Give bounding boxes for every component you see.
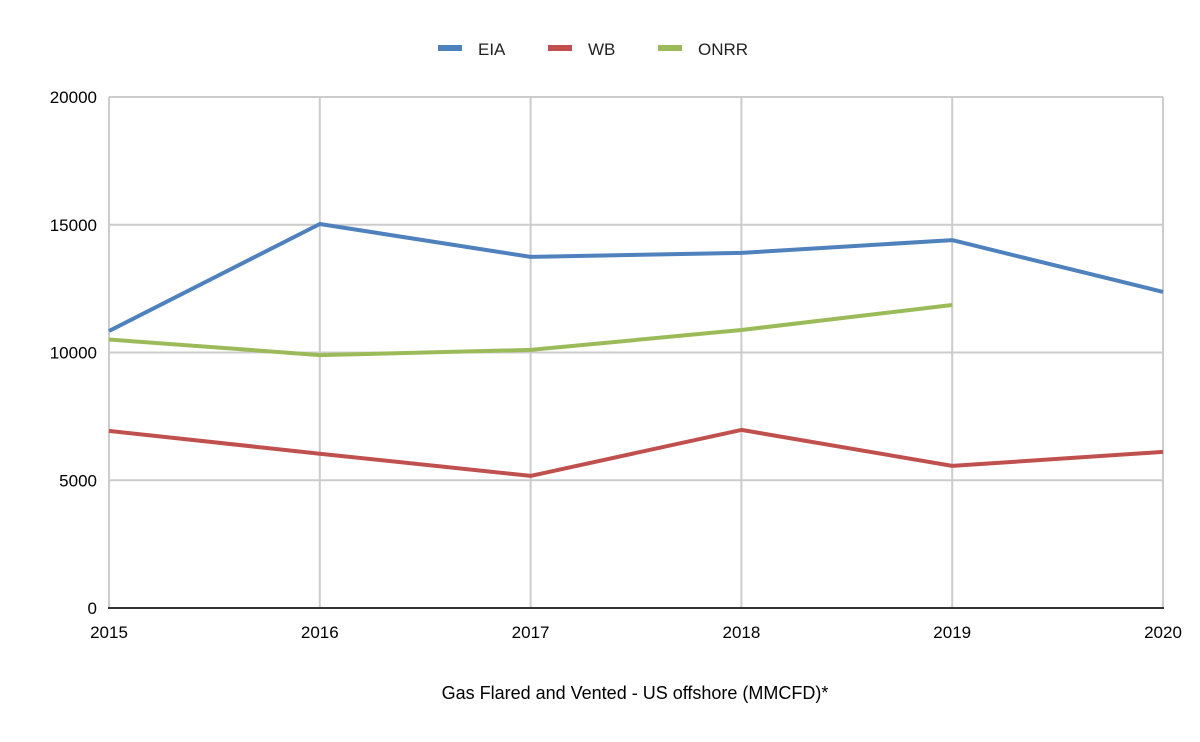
x-tick-label: 2016 bbox=[301, 623, 339, 642]
y-tick-label: 5000 bbox=[59, 471, 97, 490]
legend-swatch bbox=[548, 45, 572, 51]
y-tick-label: 10000 bbox=[50, 344, 97, 363]
x-tick-label: 2020 bbox=[1144, 623, 1182, 642]
x-tick-label: 2018 bbox=[722, 623, 760, 642]
legend-item-onrr: ONRR bbox=[658, 40, 748, 59]
legend-label: WB bbox=[588, 40, 615, 59]
x-tick-label: 2015 bbox=[90, 623, 128, 642]
legend-label: EIA bbox=[478, 40, 506, 59]
series-lines bbox=[108, 222, 1164, 478]
y-tick-label: 0 bbox=[88, 599, 97, 618]
legend: EIA WB ONRR bbox=[438, 40, 748, 59]
legend-item-eia: EIA bbox=[438, 40, 506, 59]
legend-label: ONRR bbox=[698, 40, 748, 59]
series-line-eia bbox=[108, 222, 1164, 333]
y-tick-label: 15000 bbox=[50, 216, 97, 235]
x-tick-label: 2019 bbox=[933, 623, 971, 642]
tick-labels: 0 5000 10000 15000 20000 2015 2016 2017 2018 2019… bbox=[50, 88, 1182, 642]
x-axis-title: Gas Flared and Vented - US offshore (MMC… bbox=[442, 683, 829, 703]
axes bbox=[108, 97, 1164, 609]
x-tick-label: 2017 bbox=[512, 623, 550, 642]
legend-swatch bbox=[438, 45, 462, 51]
y-tick-label: 20000 bbox=[50, 88, 97, 107]
series-line-wb bbox=[108, 427, 1164, 478]
legend-item-wb: WB bbox=[548, 40, 615, 59]
legend-swatch bbox=[658, 45, 682, 51]
